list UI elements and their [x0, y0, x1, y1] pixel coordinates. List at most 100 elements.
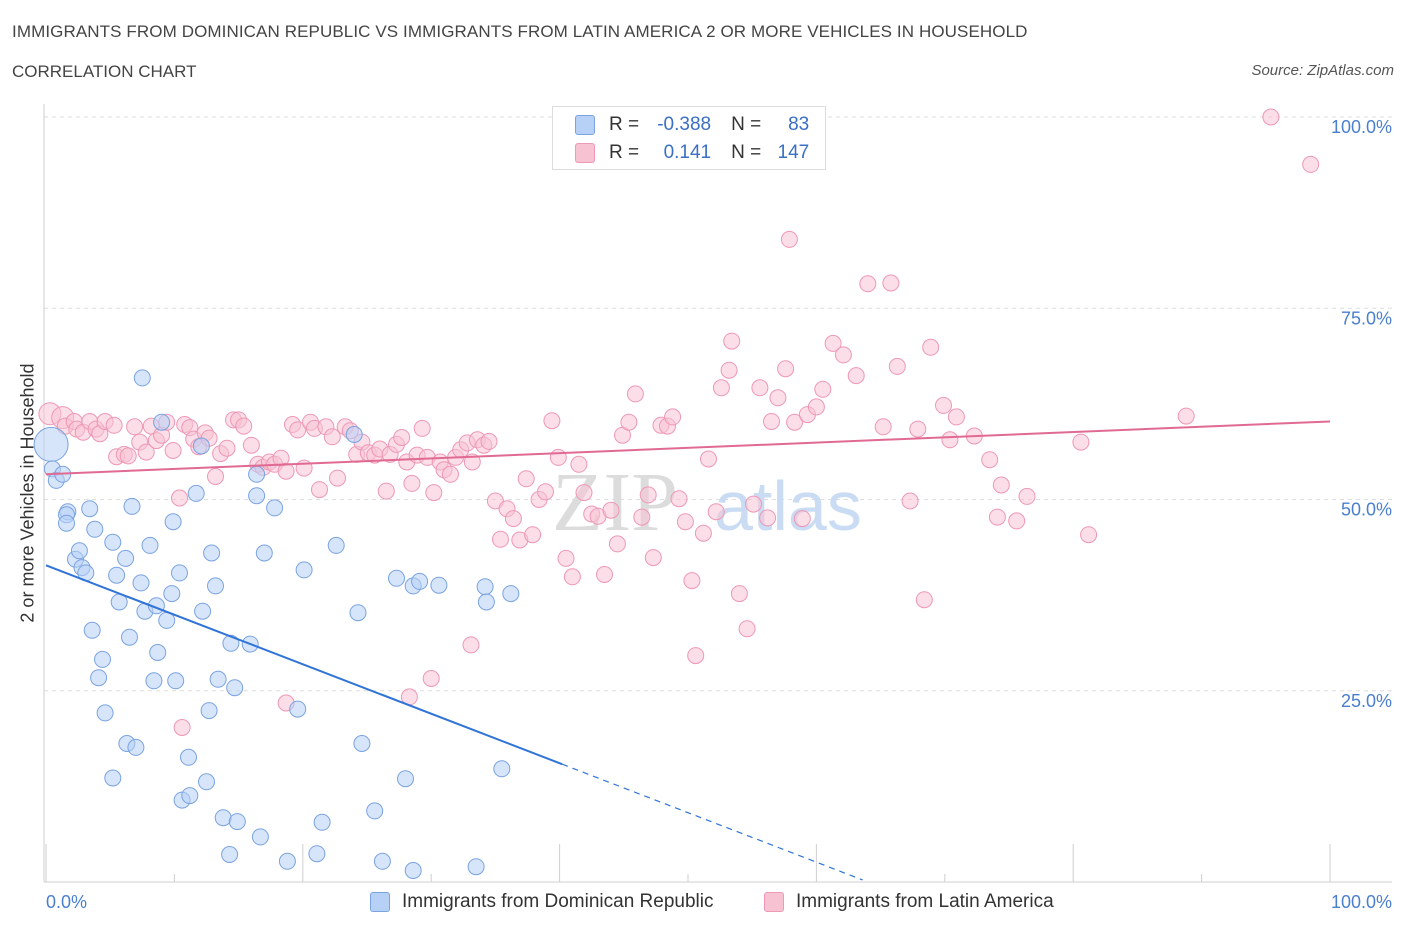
data-point [1177, 407, 1195, 425]
data-point [463, 453, 481, 471]
data-point [70, 542, 88, 560]
data-point [117, 549, 135, 567]
data-point [988, 508, 1006, 526]
data-point [181, 787, 199, 805]
data-point [596, 566, 613, 583]
legend-pink-r: 0.141 [663, 142, 712, 163]
data-point [981, 451, 999, 469]
data-point [720, 361, 738, 379]
data-point [493, 760, 511, 778]
data-point [198, 773, 215, 791]
data-point [149, 644, 167, 661]
data-point [935, 396, 952, 414]
data-point [992, 476, 1010, 494]
grid-lines [44, 116, 1392, 692]
bottom-legend-swatch-pink [764, 892, 784, 912]
watermark-atlas: atlas [714, 467, 862, 545]
data-point [119, 447, 137, 465]
data-point [1262, 108, 1280, 126]
data-point [769, 389, 787, 407]
data-point [626, 385, 644, 403]
data-point [108, 566, 126, 584]
data-point [847, 367, 865, 385]
data-point [209, 670, 227, 688]
legend-swatch-pink [575, 143, 595, 163]
data-point [377, 482, 395, 500]
data-point [1072, 433, 1090, 451]
data-point [173, 719, 191, 736]
data-point [687, 647, 705, 665]
data-point [308, 845, 326, 863]
data-point [425, 484, 443, 502]
data-point [327, 536, 345, 554]
data-point [759, 509, 777, 527]
data-point [222, 634, 240, 652]
data-point [1018, 487, 1036, 505]
bottom-legend-label-blue: Immigrants from Dominican Republic [402, 891, 714, 912]
data-point [255, 544, 273, 562]
data-point [633, 508, 651, 526]
data-point [700, 450, 717, 468]
data-point [888, 357, 906, 375]
data-point [90, 669, 108, 687]
data-point [58, 514, 75, 532]
data-point [644, 549, 662, 567]
bottom-legend-blue: Immigrants from Dominican Republic [370, 890, 714, 914]
legend-row-blue: R = -0.388 N = 83 [575, 113, 809, 137]
trend-line-blue [45, 564, 563, 766]
data-point [145, 672, 163, 690]
data-point [266, 499, 284, 517]
data-point [187, 484, 205, 502]
data-point [941, 431, 959, 449]
data-point [397, 770, 414, 788]
data-point [411, 572, 429, 590]
data-point [221, 846, 239, 863]
data-point [373, 852, 391, 870]
data-point [824, 334, 842, 352]
data-point [289, 421, 307, 439]
data-point [251, 828, 269, 846]
data-point [738, 620, 756, 638]
data-point [81, 500, 99, 518]
data-point [723, 332, 741, 350]
y-tick-label: 50.0% [1341, 500, 1392, 520]
y-tick-label: 75.0% [1341, 308, 1392, 328]
trend-lines [45, 420, 1331, 881]
data-point [608, 535, 626, 553]
data-point [492, 530, 509, 548]
data-point [563, 568, 581, 586]
data-point [242, 436, 260, 454]
data-point [248, 465, 266, 483]
data-point [1302, 155, 1320, 173]
data-point [524, 526, 542, 544]
data-point [570, 455, 588, 473]
data-point [164, 442, 182, 459]
data-point [502, 585, 520, 603]
legend-swatch-blue [575, 115, 595, 135]
data-point [676, 513, 694, 531]
data-point [901, 492, 919, 510]
data-point [104, 769, 122, 787]
data-point [730, 585, 748, 603]
data-point [126, 418, 144, 436]
data-point [639, 486, 657, 504]
data-point [1008, 512, 1026, 530]
legend-n-label: N = [731, 142, 762, 163]
data-point [226, 679, 244, 697]
data-point [537, 483, 554, 501]
data-point [123, 497, 141, 515]
data-point [349, 604, 367, 622]
y-tick-label: 25.0% [1341, 691, 1392, 711]
data-point [137, 443, 155, 461]
data-point [207, 577, 224, 595]
bottom-legend-label-pink: Immigrants from Latin America [796, 891, 1054, 912]
legend-pink-n: 147 [777, 142, 810, 163]
data-point [422, 670, 440, 687]
data-point [476, 578, 494, 596]
data-point [132, 574, 150, 592]
data-point [694, 524, 712, 542]
data-point [683, 572, 701, 590]
legend-blue-r: -0.388 [657, 114, 712, 135]
data-point [313, 813, 331, 831]
data-point [200, 702, 218, 720]
